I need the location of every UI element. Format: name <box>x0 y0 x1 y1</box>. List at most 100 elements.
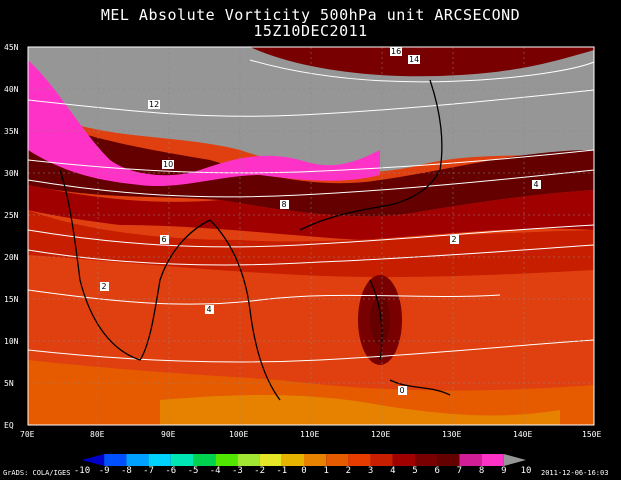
colorbar-swatch <box>215 454 238 466</box>
colorbar-tick-label: 8 <box>478 466 485 476</box>
lon-label-140e: 140E <box>513 430 533 439</box>
colorbar-swatch <box>459 454 482 466</box>
map-title: MEL Absolute Vorticity 500hPa unit ARCSE… <box>100 6 521 24</box>
lat-label-40n: 40N <box>4 85 19 94</box>
colorbar-tick-label: -4 <box>209 466 221 476</box>
lon-label-90e: 90E <box>161 430 176 439</box>
lon-label-150e: 150E <box>582 430 602 439</box>
colorbar-tick-label: -8 <box>120 466 132 476</box>
colorbar-tick-label: -6 <box>165 466 177 476</box>
colorbar-tick-label: 3 <box>367 466 374 476</box>
lon-label-130e: 130E <box>442 430 462 439</box>
colorbar-swatch <box>148 454 171 466</box>
colorbar-tick-label: -10 <box>73 466 91 476</box>
field-band-maroon <box>28 115 594 217</box>
contour-label-12: 12 <box>148 100 160 109</box>
lon-label-70e: 70E <box>20 430 35 439</box>
contour-label-group: 2 4 6 8 10 12 14 16 0 2 4 <box>100 47 541 395</box>
grid-lines <box>28 47 594 425</box>
lat-label-20n: 20N <box>4 253 19 262</box>
colorbar-tick-label: 7 <box>456 466 463 476</box>
colorbar-tick-label: 1 <box>323 466 329 476</box>
timestamp-text: 2011-12-06-16:03 <box>541 469 609 477</box>
field-band-dark-red <box>28 185 594 240</box>
lat-label-30n: 30N <box>4 169 19 178</box>
lon-label-80e: 80E <box>90 430 105 439</box>
colorbar-swatch <box>326 454 349 466</box>
svg-text:16: 16 <box>391 47 401 56</box>
colorbar-tick-label: 6 <box>434 466 440 476</box>
contour-label-6: 6 <box>160 235 169 244</box>
field-band-gray <box>28 47 594 173</box>
svg-text:14: 14 <box>409 55 419 64</box>
colorbar-swatch <box>503 454 526 466</box>
svg-text:2: 2 <box>102 282 107 291</box>
svg-text:8: 8 <box>282 200 287 209</box>
colorbar <box>82 454 526 466</box>
colorbar-swatch <box>237 454 260 466</box>
contour-label-14: 14 <box>408 55 420 64</box>
colorbar-swatch <box>370 454 393 466</box>
contour-lines <box>27 59 595 363</box>
colorbar-tick-label: -2 <box>254 466 266 476</box>
colorbar-swatch <box>281 454 304 466</box>
colorbar-tick-label: 0 <box>301 466 307 476</box>
contour-label-10: 10 <box>162 160 174 169</box>
lat-label-25n: 25N <box>4 211 19 220</box>
map-time: 15Z10DEC2011 <box>253 22 368 40</box>
contour-label-2: 2 <box>100 282 109 291</box>
colorbar-swatch <box>392 454 415 466</box>
svg-text:4: 4 <box>534 180 539 189</box>
colorbar-tick-label: -3 <box>231 466 243 476</box>
colorbar-swatch <box>82 454 105 466</box>
field-band-pink <box>28 60 380 187</box>
contour-label-2b: 2 <box>450 235 459 244</box>
lat-label-eq: EQ <box>4 421 14 430</box>
lat-label-45n: 45N <box>4 43 19 52</box>
field-band-light-orange <box>160 395 560 425</box>
lon-label-100e: 100E <box>229 430 249 439</box>
contour-label-8: 8 <box>280 200 289 209</box>
svg-text:6: 6 <box>162 235 167 244</box>
colorbar-tick-label: -9 <box>98 466 110 476</box>
contour-label-0: 0 <box>398 386 407 395</box>
lon-label-120e: 120E <box>371 430 391 439</box>
colorbar-swatch <box>193 454 216 466</box>
colorbar-swatch <box>104 454 127 466</box>
colorbar-swatch <box>170 454 193 466</box>
colorbar-swatch <box>126 454 149 466</box>
contour-label-4b: 4 <box>532 180 541 189</box>
colorbar-swatch <box>259 454 282 466</box>
colorbar-swatch <box>481 454 504 466</box>
colorbar-tick-label: -7 <box>143 466 155 476</box>
svg-text:12: 12 <box>149 100 159 109</box>
colorbar-swatch <box>437 454 460 466</box>
field-band-top-maroon <box>250 47 594 77</box>
credit-text: GrADS: COLA/IGES <box>3 469 71 477</box>
contour-label-4: 4 <box>205 305 214 314</box>
contour-label-16: 16 <box>390 47 402 56</box>
lat-label-35n: 35N <box>4 127 19 136</box>
colorbar-swatch <box>415 454 438 466</box>
lon-label-110e: 110E <box>300 430 320 439</box>
lat-label-10n: 10N <box>4 337 19 346</box>
svg-text:0: 0 <box>400 386 405 395</box>
colorbar-tick-label: -1 <box>276 466 288 476</box>
colorbar-tick-label: 9 <box>501 466 507 476</box>
field-vortex-core <box>370 295 390 345</box>
coastlines <box>59 79 451 401</box>
colorbar-tick-label: 2 <box>345 466 352 476</box>
lat-label-5n: 5N <box>4 379 14 388</box>
colorbar-tick-label: -5 <box>187 466 199 476</box>
colorbar-tick-label: 5 <box>412 466 418 476</box>
colorbar-tick-label: 10 <box>520 466 532 476</box>
svg-text:4: 4 <box>207 305 212 314</box>
map-frame <box>27 46 595 426</box>
colorbar-swatch <box>304 454 327 466</box>
svg-text:10: 10 <box>163 160 173 169</box>
colorbar-tick-label: 4 <box>390 466 396 476</box>
svg-text:2: 2 <box>452 235 457 244</box>
lat-label-15n: 15N <box>4 295 19 304</box>
colorbar-swatch <box>348 454 371 466</box>
